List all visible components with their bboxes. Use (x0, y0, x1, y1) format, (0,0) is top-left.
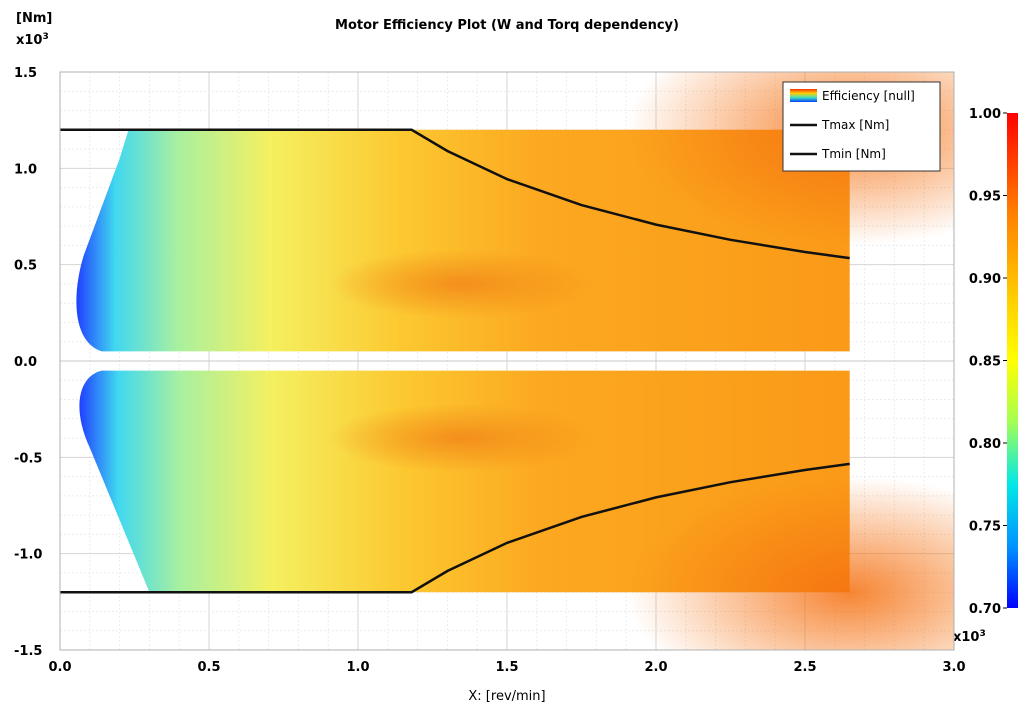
y-tick-label: -1.0 (14, 548, 42, 563)
legend: Efficiency [null] Tmax [Nm] Tmin [Nm] (782, 81, 941, 172)
y-axis-ticks: 1.5 1.0 0.5 0.0 -0.5 -1.0 -1.5 (14, 66, 42, 659)
x-axis-multiplier: x103 (953, 629, 986, 645)
colorbar-tick-label: 0.70 (969, 602, 1001, 617)
efficiency-core-lower (328, 403, 597, 473)
colorbar-tick-label: 1.00 (969, 107, 1001, 122)
efficiency-map (76, 72, 954, 650)
x-tick-label: 2.0 (644, 660, 667, 675)
y-tick-label: 0.5 (14, 259, 37, 274)
y-tick-label: -1.5 (14, 644, 42, 659)
plot-frame (59, 71, 955, 651)
colorbar-tick-label: 0.75 (969, 520, 1001, 535)
x-axis-ticks: 0.0 0.5 1.0 1.5 2.0 2.5 3.0 (48, 660, 965, 675)
efficiency-hotspot-lower (626, 476, 954, 650)
legend-swatch-efficiency (790, 89, 817, 102)
legend-label-efficiency: Efficiency [null] (822, 89, 915, 103)
colorbar-tick-label: 0.95 (969, 190, 1001, 205)
x-tick-label: 1.5 (495, 660, 518, 675)
legend-box (782, 81, 941, 172)
legend-label-tmax: Tmax [Nm] (821, 118, 889, 132)
x-tick-label: 1.0 (346, 660, 369, 675)
colorbar-tick-label: 0.80 (969, 437, 1001, 452)
colorbar-ticks: 1.00 0.95 0.90 0.85 0.80 0.75 0.70 (969, 107, 1007, 617)
x-tick-label: 3.0 (942, 660, 965, 675)
y-tick-label: 1.5 (14, 66, 37, 81)
y-tick-label: 0.0 (14, 355, 37, 370)
y-axis-multiplier: x103 (16, 32, 49, 48)
x-tick-label: 2.5 (793, 660, 816, 675)
colorbar-tick-label: 0.85 (969, 355, 1001, 370)
chart-title: Motor Efficiency Plot (W and Torq depend… (335, 18, 679, 33)
y-tick-label: 1.0 (14, 162, 37, 177)
x-tick-label: 0.5 (197, 660, 220, 675)
y-axis-unit: [Nm] (16, 11, 52, 26)
x-tick-label: 0.0 (48, 660, 71, 675)
tmax-line (60, 128, 850, 260)
colorbar (1007, 113, 1018, 608)
tmin-line (60, 462, 850, 594)
legend-label-tmin: Tmin [Nm] (821, 147, 886, 161)
colorbar-tick-label: 0.90 (969, 272, 1001, 287)
efficiency-core-upper (328, 249, 597, 319)
y-tick-label: -0.5 (14, 451, 42, 466)
x-axis-label: X: [rev/min] (468, 689, 545, 704)
